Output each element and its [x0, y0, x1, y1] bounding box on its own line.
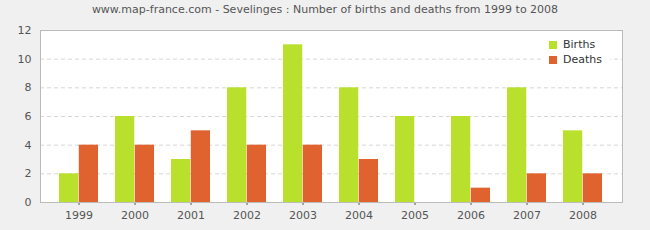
svg-text:2001: 2001 [177, 209, 205, 222]
svg-text:12: 12 [18, 24, 32, 37]
svg-text:2006: 2006 [457, 209, 485, 222]
svg-text:2008: 2008 [569, 209, 597, 222]
svg-text:4: 4 [25, 139, 32, 152]
html-text:Births: Births [563, 38, 596, 51]
svg-text:1999: 1999 [65, 209, 93, 222]
html-text:Deaths: Deaths [563, 53, 602, 66]
svg-text:6: 6 [25, 110, 32, 123]
html-text:www.map-france.com - Sevelinge: www.map-france.com - Sevelinges : Number… [91, 3, 559, 16]
svg-text:2: 2 [25, 167, 32, 180]
svg-text:8: 8 [25, 81, 32, 94]
svg-text:2002: 2002 [233, 209, 261, 222]
svg-text:10: 10 [18, 53, 32, 66]
svg-text:0: 0 [25, 196, 32, 209]
svg-text:2007: 2007 [513, 209, 541, 222]
svg-text:2003: 2003 [289, 209, 317, 222]
svg-text:2000: 2000 [121, 209, 149, 222]
svg-text:2004: 2004 [345, 209, 373, 222]
svg-text:2005: 2005 [401, 209, 429, 222]
